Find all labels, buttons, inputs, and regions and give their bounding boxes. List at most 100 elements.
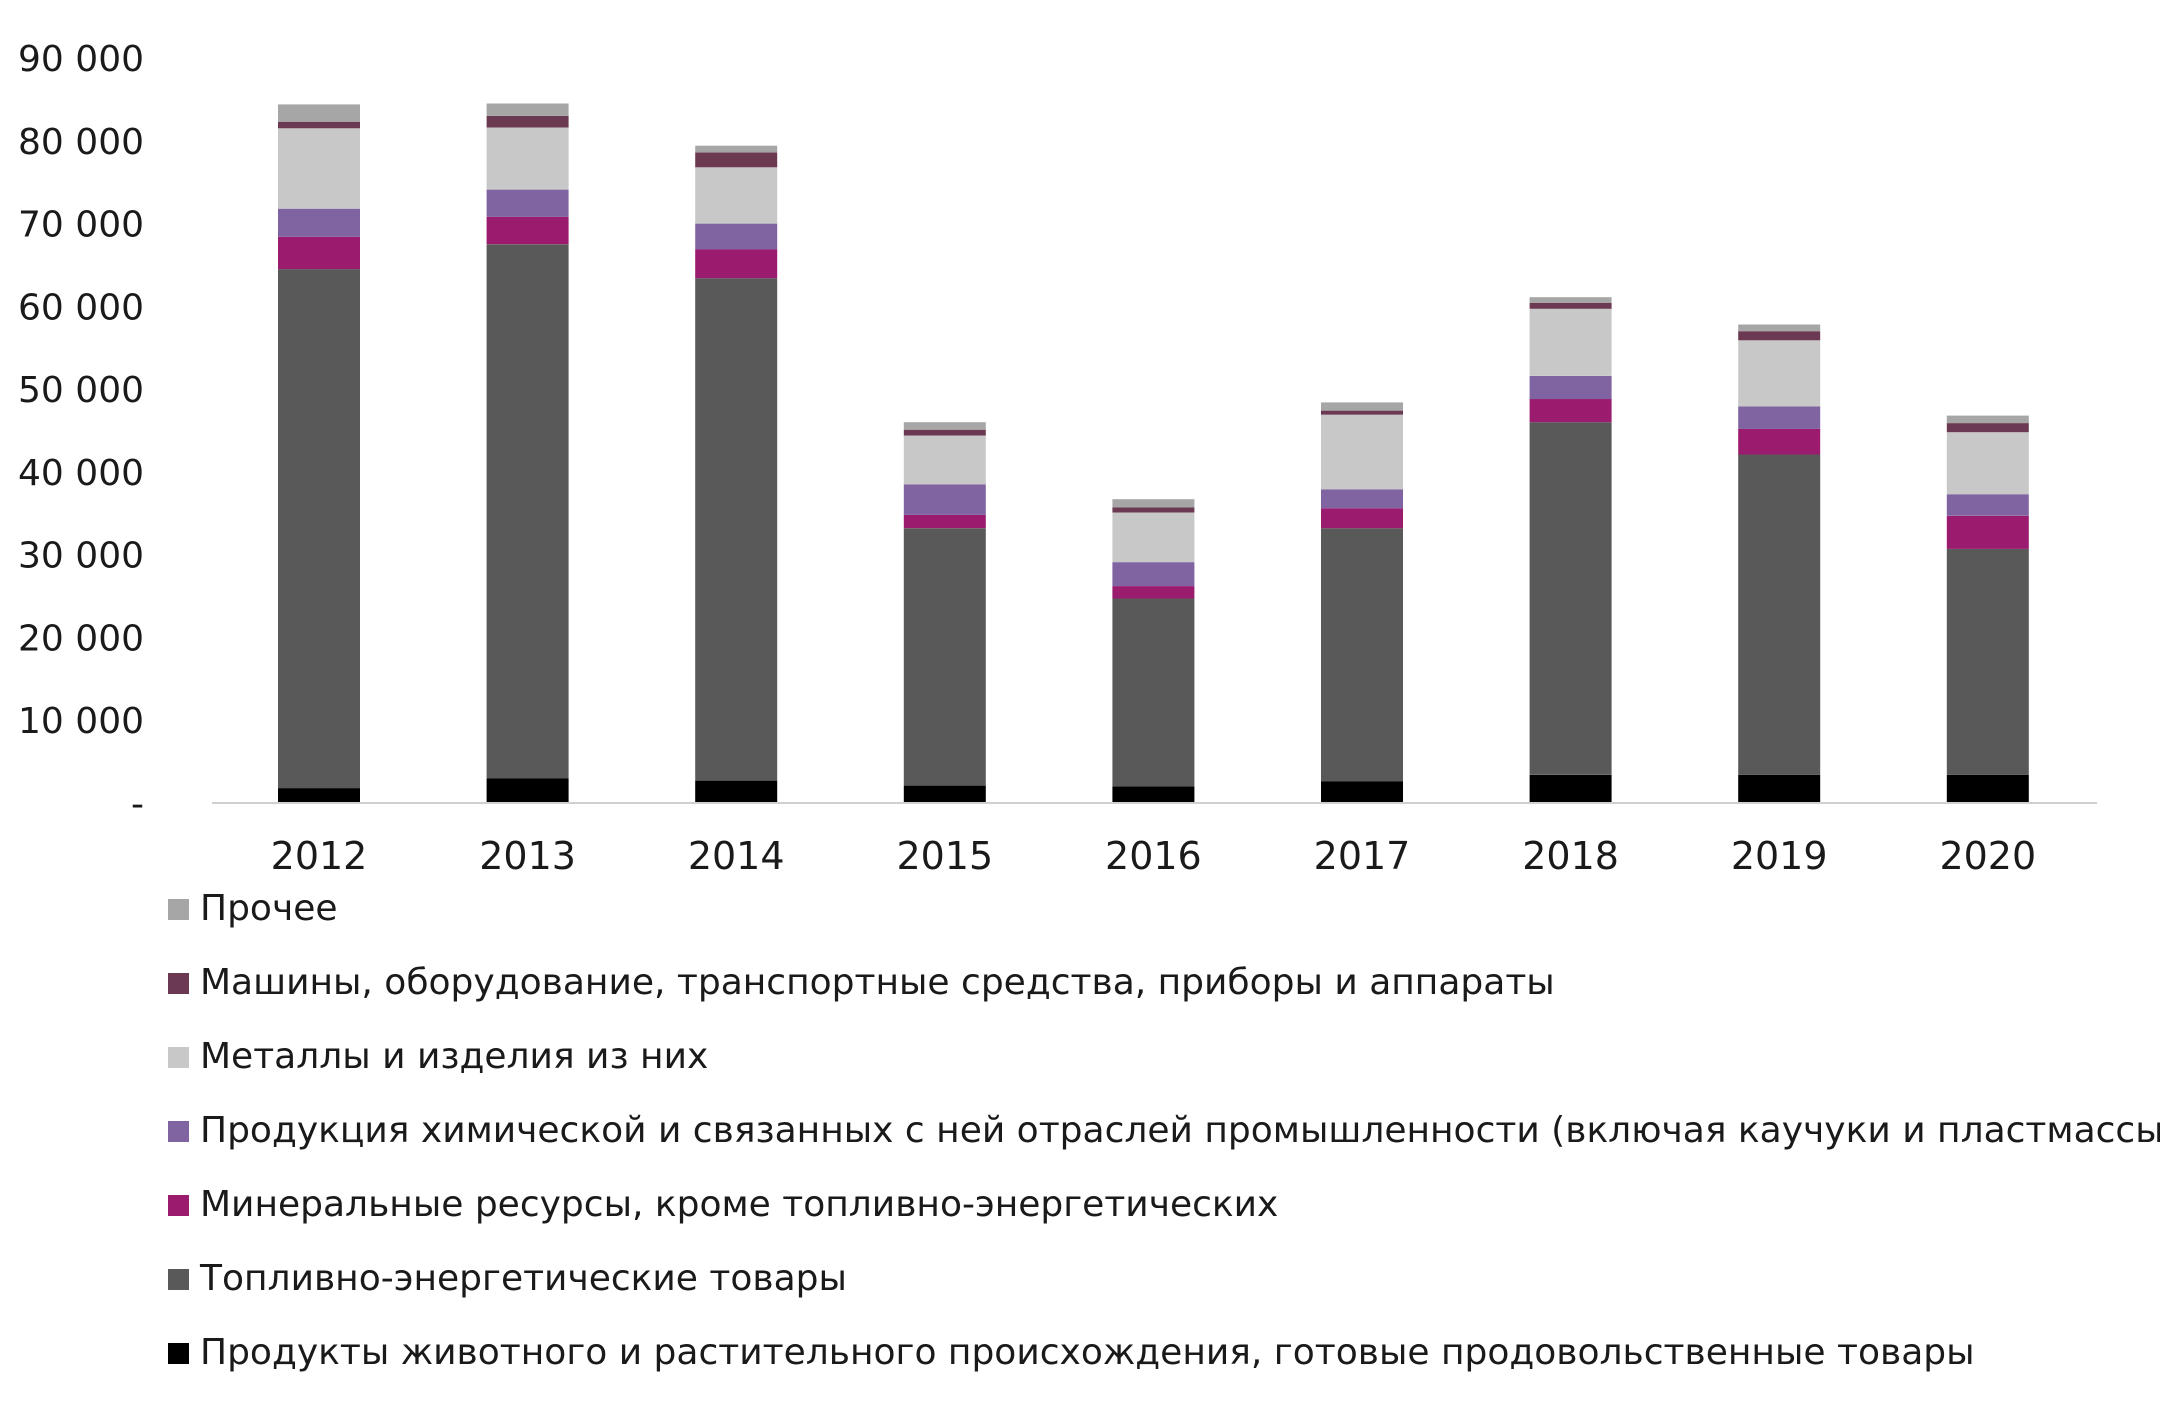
y-tick-label: 90 000 xyxy=(18,39,144,80)
bar-segment-2018-series-3 xyxy=(1529,375,1612,400)
legend-swatch xyxy=(168,898,189,920)
x-tick-label: 2015 xyxy=(896,834,993,878)
bar-segment-2019-series-0 xyxy=(1738,774,1821,803)
bar-segment-2013-series-5 xyxy=(486,115,569,128)
bar-segment-2019-series-1 xyxy=(1738,454,1821,775)
bar-segment-2018-series-5 xyxy=(1529,303,1612,309)
bar-segment-2017-series-5 xyxy=(1321,410,1403,415)
y-tick-label: 40 000 xyxy=(18,453,144,494)
bar-segment-2013-series-4 xyxy=(486,127,569,190)
bar-segment-2016-series-5 xyxy=(1112,507,1195,513)
bar-segment-2019-series-2 xyxy=(1738,428,1821,455)
bar-segment-2014-series-5 xyxy=(695,152,778,168)
x-tick-label: 2018 xyxy=(1522,834,1619,878)
bar-segment-2019-series-6 xyxy=(1738,324,1821,332)
bar-segment-2013-series-0 xyxy=(486,778,569,803)
legend-swatch xyxy=(168,972,189,994)
stacked-bar-chart: - 10 000 20 000 30 000 40 000 50 000 60 000 70 … xyxy=(18,39,2097,878)
x-tick-label: 2012 xyxy=(271,834,368,878)
bar-segment-2017-series-6 xyxy=(1321,402,1403,411)
bar-segment-2013-series-1 xyxy=(486,244,569,779)
bar-segment-2015-series-3 xyxy=(903,484,986,515)
bar-segment-2012-series-1 xyxy=(278,269,360,789)
legend-item: Машины, оборудование, транспортные средс… xyxy=(168,946,2160,1020)
bar-segment-2015-series-4 xyxy=(903,435,986,485)
legend-item: Минеральные ресурсы, кроме топливно-энер… xyxy=(168,1168,2160,1242)
legend-label: Продукция химической и связанных с ней о… xyxy=(200,1110,2160,1151)
y-tick-label: 10 000 xyxy=(18,701,144,742)
legend-label: Топливно-энергетические товары xyxy=(200,1258,847,1299)
bar-segment-2018-series-2 xyxy=(1529,399,1612,423)
x-tick-label: 2013 xyxy=(479,834,576,878)
bar-segment-2016-series-1 xyxy=(1112,598,1195,787)
x-axis: 2012 2013 2014 2015 2016 2017 2018 2019 2020 xyxy=(271,834,2037,878)
bar-segment-2014-series-3 xyxy=(695,223,778,250)
legend-item: Прочее xyxy=(168,872,2160,946)
y-tick-label: 20 000 xyxy=(18,618,144,659)
bar-segment-2013-series-3 xyxy=(486,189,569,217)
bar-segment-2017-series-4 xyxy=(1321,414,1403,490)
bar-segment-2017-series-0 xyxy=(1321,781,1403,803)
y-tick-label: 50 000 xyxy=(18,370,144,411)
y-tick-label: - xyxy=(131,784,144,825)
bar-segment-2012-series-0 xyxy=(278,788,360,803)
bar-segment-2017-series-1 xyxy=(1321,528,1403,782)
legend-label: Продукты животного и растительного проис… xyxy=(200,1332,1975,1373)
bar-segment-2019-series-4 xyxy=(1738,340,1821,407)
bars xyxy=(278,103,2029,803)
legend-label: Минеральные ресурсы, кроме топливно-энер… xyxy=(200,1184,1279,1225)
bar-segment-2013-series-2 xyxy=(486,216,569,245)
bar-segment-2015-series-1 xyxy=(903,528,986,786)
legend-item: Продукты животного и растительного проис… xyxy=(168,1316,2160,1390)
bar-segment-2012-series-3 xyxy=(278,208,360,237)
bar-segment-2015-series-2 xyxy=(903,514,986,529)
bar-segment-2016-series-6 xyxy=(1112,499,1195,508)
y-tick-label: 70 000 xyxy=(18,205,144,246)
legend-swatch xyxy=(168,1342,189,1364)
bar-segment-2016-series-2 xyxy=(1112,586,1195,599)
bar-segment-2012-series-6 xyxy=(278,104,360,122)
legend: Прочее Машины, оборудование, транспортные… xyxy=(168,872,2160,1390)
bar-segment-2020-series-6 xyxy=(1946,415,2029,424)
x-tick-label: 2016 xyxy=(1105,834,1202,878)
bar-segment-2018-series-4 xyxy=(1529,308,1612,376)
x-tick-label: 2017 xyxy=(1314,834,1411,878)
bar-segment-2018-series-1 xyxy=(1529,422,1612,775)
legend-label: Металлы и изделия из них xyxy=(200,1036,709,1077)
bar-segment-2018-series-0 xyxy=(1529,774,1612,803)
bar-segment-2012-series-5 xyxy=(278,121,360,129)
bar-segment-2014-series-0 xyxy=(695,780,778,803)
legend-swatch xyxy=(168,1194,189,1216)
legend-label: Прочее xyxy=(200,888,338,929)
bar-segment-2015-series-5 xyxy=(903,429,986,436)
legend-swatch xyxy=(168,1120,189,1142)
legend-item: Продукция химической и связанных с ней о… xyxy=(168,1094,2160,1168)
bar-segment-2016-series-0 xyxy=(1112,786,1195,803)
bar-segment-2014-series-2 xyxy=(695,249,778,279)
bar-segment-2018-series-6 xyxy=(1529,297,1612,303)
y-tick-label: 60 000 xyxy=(18,287,144,328)
bar-segment-2020-series-1 xyxy=(1946,548,2029,775)
legend-swatch xyxy=(168,1046,189,1068)
y-tick-label: 30 000 xyxy=(18,536,144,577)
x-tick-label: 2019 xyxy=(1731,834,1828,878)
x-tick-label: 2020 xyxy=(1939,834,2036,878)
bar-segment-2014-series-4 xyxy=(695,167,778,224)
bar-segment-2020-series-3 xyxy=(1946,494,2029,516)
bar-segment-2020-series-5 xyxy=(1946,423,2029,433)
bar-segment-2014-series-1 xyxy=(695,278,778,781)
bar-segment-2014-series-6 xyxy=(695,145,778,153)
legend-swatch xyxy=(168,1268,189,1290)
bar-segment-2016-series-3 xyxy=(1112,562,1195,587)
bar-segment-2012-series-2 xyxy=(278,236,360,270)
bar-segment-2017-series-2 xyxy=(1321,508,1403,529)
y-axis: - 10 000 20 000 30 000 40 000 50 000 60 000 70 … xyxy=(18,39,144,825)
legend-item: Металлы и изделия из них xyxy=(168,1020,2160,1094)
bar-segment-2016-series-4 xyxy=(1112,512,1195,563)
bar-segment-2020-series-2 xyxy=(1946,515,2029,549)
bar-segment-2017-series-3 xyxy=(1321,489,1403,509)
y-tick-label: 80 000 xyxy=(18,122,144,163)
bar-segment-2020-series-0 xyxy=(1946,774,2029,803)
legend-item: Топливно-энергетические товары xyxy=(168,1242,2160,1316)
bar-segment-2013-series-6 xyxy=(486,103,569,116)
